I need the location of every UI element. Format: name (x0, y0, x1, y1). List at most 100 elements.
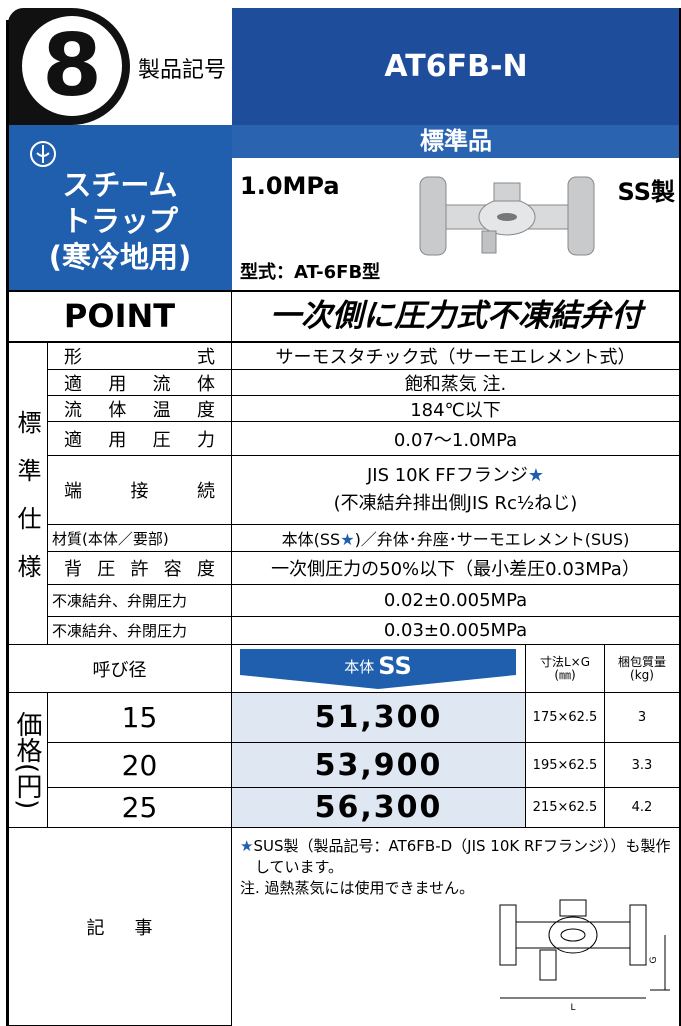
weight-cell: 3 (605, 693, 680, 743)
size: 25 (121, 791, 158, 824)
spec-label: 流体温度 (64, 399, 215, 421)
dimension-label: L (570, 1003, 575, 1013)
point-text: 一次側に圧力式不凍結弁付 (270, 298, 642, 334)
price-cell: 51,300 (232, 693, 526, 743)
point-label: POINT (8, 292, 232, 341)
category-line: トラップ (61, 204, 178, 238)
weight-label: 梱包質量 (617, 654, 666, 669)
spec-value-cell: 184℃以下 (232, 396, 680, 422)
category-panel: スチーム トラップ (寒冷地用) (8, 125, 232, 290)
model: AT6FB-N (384, 49, 528, 84)
frame-right (679, 8, 681, 1026)
badge: 標準品 (232, 125, 680, 158)
spec-value: (不凍結弁排出側JIS Rc½ねじ) (333, 493, 578, 514)
weight: 4.2 (631, 800, 653, 815)
price: 53,900 (314, 747, 443, 783)
spec-value: 0.02±0.005MPa (383, 590, 528, 611)
category-line: スチーム (62, 168, 178, 202)
dimension-label: G (649, 956, 659, 963)
size: 15 (121, 701, 158, 734)
notes-text: ★SUS製（製品記号：AT6FB-D（JIS 10K RFフランジ））も製作して… (240, 836, 675, 899)
dimension-label: 寸法L×G (539, 654, 591, 669)
spec-label: 材質(本体／要部) (52, 529, 169, 548)
spec-value: 飽和蒸気 注. (404, 373, 507, 395)
spec-label: 端接続 (64, 481, 215, 502)
note-line: 注. 過熱蒸気には使用できません。 (240, 879, 475, 897)
material: SS製 (617, 178, 676, 206)
dimension-cell: 175×62.5 (526, 693, 605, 743)
weight-cell: 4.2 (605, 788, 680, 828)
body-arrow: 本体 SS (240, 649, 516, 689)
star: ★ (527, 465, 545, 486)
body-material: SS (378, 652, 412, 680)
dimension-head: 寸法L×G (㎜) (526, 645, 605, 693)
spec-value-cell: 一次側圧力の50%以下（最小差圧0.03MPa） (232, 552, 680, 585)
code-label: 製品記号 (138, 58, 227, 83)
spec-value-cell: サーモスタチック式（サーモエレメント式） (232, 343, 680, 370)
price-body-head: 本体 SS (232, 645, 526, 693)
spec-label-cell: 流体温度 (48, 396, 232, 422)
star: ★ (240, 837, 254, 855)
spec-label: 形式 (64, 347, 215, 368)
price-cell: 53,900 (232, 743, 526, 788)
spec-label-cell: 適用圧力 (48, 422, 232, 456)
type: 型式：AT-6FB型 (240, 262, 381, 283)
spec-value-cell: 0.07〜1.0MPa (232, 422, 680, 456)
spec-value: JIS 10K FFフランジ★ (366, 465, 545, 486)
weight: 3.3 (631, 757, 653, 773)
size: 20 (121, 748, 158, 782)
dimension: 195×62.5 (532, 757, 598, 773)
size-head: 呼び径 (92, 659, 147, 681)
dimension: 175×62.5 (532, 710, 598, 725)
spec-value-cell: JIS 10K FFフランジ★ (不凍結弁排出側JIS Rc½ねじ) (232, 456, 680, 525)
spec-label-cell: 不凍結弁、弁閉圧力 (48, 617, 232, 645)
spec-value: 0.07〜1.0MPa (393, 429, 518, 451)
star: ★ (340, 530, 355, 549)
price: 51,300 (314, 700, 443, 735)
spec-value-cell: 0.03±0.005MPa (232, 617, 680, 645)
icon (30, 141, 56, 167)
spec-label-cell: 適用流体 (48, 370, 232, 396)
spec-value-cell: 本体(SS★)／弁体･弁座･サーモエレメント(SUS) (232, 525, 680, 552)
spec-value-cell: 0.02±0.005MPa (232, 585, 680, 617)
dimension-cell: 195×62.5 (526, 743, 605, 788)
spec-side: 標準仕様 (8, 343, 48, 645)
spec-value-cell: 飽和蒸気 注. (232, 370, 680, 396)
spec-label-cell: 端接続 (48, 456, 232, 525)
weight-cell: 3.3 (605, 743, 680, 788)
weight-unit: (kg) (630, 667, 654, 682)
spec-value: 本体(SS★)／弁体･弁座･サーモエレメント(SUS) (281, 530, 630, 549)
dimension-drawing: GL (499, 899, 670, 1013)
dimension-unit: (㎜) (554, 667, 576, 682)
price-size-head: 呼び径 (8, 645, 232, 693)
weight: 3 (637, 710, 647, 725)
dimension: 215×62.5 (532, 800, 598, 815)
spec-label-cell: 不凍結弁、弁開圧力 (48, 585, 232, 617)
size-cell: 20 (48, 743, 232, 788)
spec-label-cell: 材質(本体／要部) (48, 525, 232, 552)
spec-label-cell: 背圧許容度 (48, 552, 232, 585)
pressure: 1.0MPa (240, 172, 340, 200)
notes-label-cell: 記事 (8, 828, 232, 1026)
notes-label: 記事 (86, 917, 183, 939)
spec-label: 適用流体 (64, 373, 215, 395)
spec-value: 一次側圧力の50%以下（最小差圧0.03MPa） (271, 559, 640, 580)
spec-label: 不凍結弁、弁閉圧力 (52, 622, 188, 640)
price: 56,300 (314, 790, 443, 825)
product-image (419, 176, 595, 256)
spec-label-cell: 形式 (48, 343, 232, 370)
number-circle: 8 (22, 16, 122, 116)
spec-value: 0.03±0.005MPa (383, 620, 528, 641)
size-cell: 15 (48, 693, 232, 743)
price-side: 価格(円) (8, 693, 48, 828)
category-line: (寒冷地用) (48, 240, 192, 274)
spec-value: 184℃以下 (410, 399, 501, 421)
note-line: ★SUS製（製品記号：AT6FB-D（JIS 10K RFフランジ））も製作して… (240, 837, 671, 876)
number: 8 (42, 16, 102, 116)
weight-head: 梱包質量 (kg) (605, 645, 680, 693)
spec-label: 背圧許容度 (64, 559, 215, 580)
size-cell: 25 (48, 788, 232, 828)
price-cell: 56,300 (232, 788, 526, 828)
body-label: 本体 (344, 657, 375, 676)
